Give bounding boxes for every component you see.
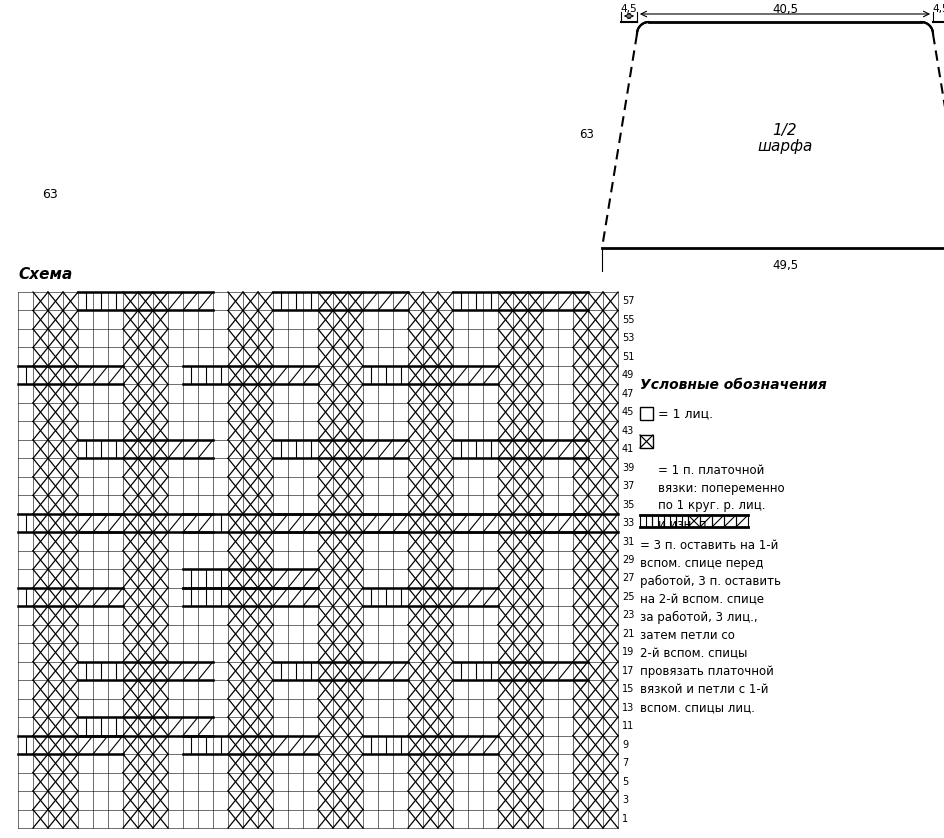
- Bar: [736, 515, 748, 527]
- Text: 1: 1: [622, 814, 628, 824]
- Text: 1/2: 1/2: [773, 122, 798, 137]
- Bar: [652, 515, 664, 527]
- Bar: [640, 515, 652, 527]
- Text: 19: 19: [622, 648, 634, 658]
- Text: Схема: Схема: [18, 267, 73, 282]
- Text: 23: 23: [622, 610, 634, 620]
- Text: 57: 57: [622, 297, 634, 306]
- Text: = 1 п. платочной
вязки: попеременно
по 1 круг. р. лиц.
и изн. п.: = 1 п. платочной вязки: попеременно по 1…: [658, 463, 784, 530]
- Text: 45: 45: [622, 407, 634, 417]
- Text: 17: 17: [622, 666, 634, 676]
- Text: 53: 53: [622, 334, 634, 344]
- Text: 43: 43: [622, 426, 634, 436]
- Text: 39: 39: [622, 463, 634, 473]
- Bar: [688, 515, 700, 527]
- Text: 25: 25: [622, 592, 634, 602]
- Bar: [664, 515, 676, 527]
- Text: 21: 21: [622, 629, 634, 639]
- Text: 4,5: 4,5: [933, 4, 944, 14]
- Text: 13: 13: [622, 703, 634, 713]
- Text: 63: 63: [580, 128, 595, 142]
- Text: = 1 лиц.: = 1 лиц.: [658, 407, 713, 420]
- Text: 9: 9: [622, 740, 628, 750]
- Bar: [640, 435, 653, 448]
- Text: 63: 63: [42, 189, 58, 201]
- Text: 41: 41: [622, 444, 634, 454]
- Text: 31: 31: [622, 536, 634, 546]
- Text: 5: 5: [622, 777, 629, 787]
- Text: 15: 15: [622, 685, 634, 695]
- Text: 49,5: 49,5: [772, 260, 798, 272]
- Text: 35: 35: [622, 499, 634, 510]
- Bar: [640, 407, 653, 420]
- Text: 7: 7: [622, 758, 629, 768]
- Text: 51: 51: [622, 352, 634, 362]
- Text: 29: 29: [622, 555, 634, 565]
- Text: = 3 п. оставить на 1-й
вспом. спице перед
работой, 3 п. оставить
на 2-й вспом. с: = 3 п. оставить на 1-й вспом. спице пере…: [640, 539, 781, 714]
- Bar: [712, 515, 724, 527]
- Text: 3: 3: [622, 795, 628, 805]
- Text: 27: 27: [622, 573, 634, 583]
- Text: 55: 55: [622, 315, 634, 324]
- Text: 33: 33: [622, 518, 634, 528]
- Bar: [724, 515, 736, 527]
- Text: 11: 11: [622, 722, 634, 732]
- Text: 47: 47: [622, 389, 634, 399]
- Text: 37: 37: [622, 481, 634, 491]
- Text: 49: 49: [622, 370, 634, 380]
- Text: 4,5: 4,5: [621, 4, 637, 14]
- Text: 40,5: 40,5: [772, 3, 798, 16]
- Bar: [700, 515, 712, 527]
- Text: шарфа: шарфа: [757, 139, 813, 154]
- Text: Условные обозначения: Условные обозначения: [640, 378, 827, 392]
- Bar: [676, 515, 688, 527]
